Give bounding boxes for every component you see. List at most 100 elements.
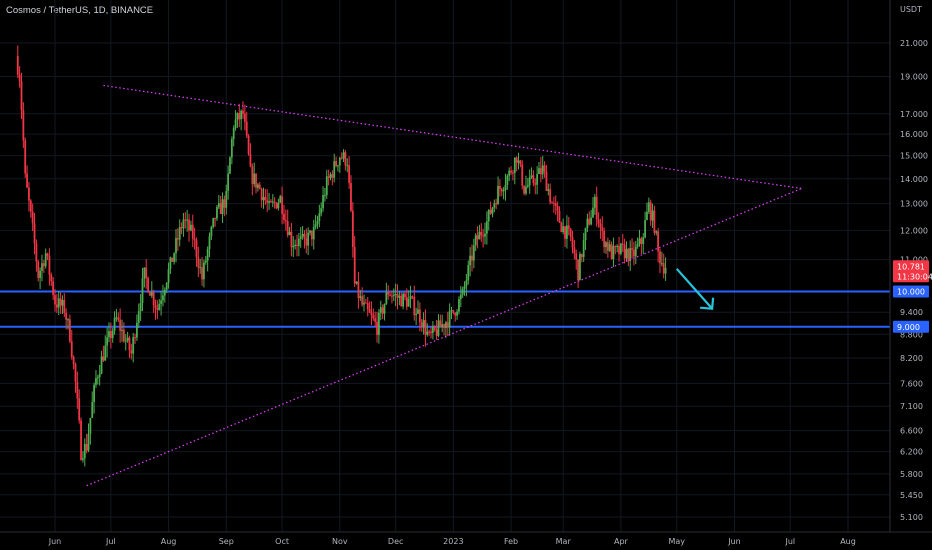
candle xyxy=(487,209,490,231)
x-tick-label: Nov xyxy=(332,537,348,546)
candle xyxy=(212,217,215,229)
y-tick-label: 7.600 xyxy=(900,379,923,388)
x-tick-label: 2023 xyxy=(443,537,463,546)
candle xyxy=(247,133,250,156)
candle xyxy=(536,166,539,195)
candle xyxy=(558,206,561,223)
candle xyxy=(657,228,660,263)
candle xyxy=(498,179,501,197)
candle xyxy=(324,187,326,202)
candle xyxy=(253,162,256,188)
candle xyxy=(203,259,205,288)
candle xyxy=(249,143,252,168)
candle xyxy=(33,212,36,255)
candle xyxy=(608,240,611,253)
time-axis[interactable]: Jun Jul Aug Sep Oct Nov Dec 2023 Feb Mar Apr May Jun… xyxy=(0,531,932,546)
candle xyxy=(184,212,187,229)
candle xyxy=(139,294,142,321)
candle xyxy=(48,248,51,286)
trendlines[interactable] xyxy=(86,84,802,487)
x-tick-label: Apr xyxy=(614,537,629,546)
candle xyxy=(67,317,69,330)
candle xyxy=(484,222,486,245)
candle xyxy=(310,230,313,247)
candle xyxy=(391,290,393,304)
candle xyxy=(573,239,576,260)
candle xyxy=(545,164,548,191)
candle xyxy=(538,161,540,175)
candle xyxy=(271,194,274,208)
candle xyxy=(463,281,466,296)
candle xyxy=(98,364,101,386)
candle xyxy=(59,292,62,314)
candle xyxy=(316,215,319,229)
x-tick-label: Jun xyxy=(48,537,62,546)
candle xyxy=(398,291,401,306)
candle xyxy=(424,309,427,347)
candle xyxy=(46,252,49,261)
candle xyxy=(552,196,555,213)
arrow-head[interactable] xyxy=(700,297,715,310)
candle xyxy=(197,246,200,277)
horizontal-levels[interactable] xyxy=(0,290,890,328)
currency-label: USDT xyxy=(900,5,922,14)
candle xyxy=(119,308,122,343)
candles xyxy=(16,45,667,467)
candle xyxy=(109,322,112,349)
candle xyxy=(141,267,144,312)
candle xyxy=(480,223,483,242)
candle xyxy=(528,169,531,194)
trendline-lower[interactable] xyxy=(86,187,802,487)
candle xyxy=(243,104,246,131)
candle xyxy=(227,165,230,200)
candle xyxy=(111,327,114,343)
candle xyxy=(31,203,34,232)
candle xyxy=(571,230,574,254)
candle xyxy=(70,329,73,360)
candle xyxy=(275,202,278,210)
candle xyxy=(52,277,55,301)
candle xyxy=(24,137,27,178)
candle xyxy=(564,225,566,247)
candle xyxy=(379,300,382,321)
candle xyxy=(93,382,95,414)
candle xyxy=(603,227,606,254)
candle xyxy=(627,247,630,267)
y-tick-label: 5.800 xyxy=(900,470,923,479)
candle xyxy=(262,187,265,209)
candle xyxy=(305,228,308,254)
candle xyxy=(136,314,138,341)
x-tick-label: Jul xyxy=(784,537,795,546)
candle xyxy=(130,343,133,360)
candle xyxy=(160,291,163,316)
candle xyxy=(152,289,155,313)
candle xyxy=(659,248,661,274)
grid xyxy=(0,0,890,532)
candle xyxy=(491,206,494,218)
candle xyxy=(180,222,183,235)
candle xyxy=(523,185,525,196)
candle xyxy=(653,205,656,236)
arrow-shaft[interactable] xyxy=(675,268,713,310)
candle xyxy=(575,249,578,270)
candle xyxy=(606,237,609,259)
candle xyxy=(392,288,395,302)
candle xyxy=(225,184,228,215)
candle xyxy=(171,257,174,262)
candle xyxy=(512,170,514,181)
candle xyxy=(87,423,90,453)
candle xyxy=(232,125,235,147)
candle xyxy=(485,211,488,245)
projection-arrow[interactable] xyxy=(675,268,715,310)
candle xyxy=(443,323,445,336)
trendline-upper[interactable] xyxy=(103,84,802,190)
candle xyxy=(350,175,352,213)
price-axis[interactable]: USDT 5.100 5.450 5.800 6.200 6.600 7.100 7.600… xyxy=(889,0,928,532)
candle xyxy=(383,303,386,321)
candle xyxy=(640,236,643,255)
candle xyxy=(57,291,60,316)
y-tick-label: 11.000 xyxy=(900,256,928,265)
candle xyxy=(301,225,304,240)
